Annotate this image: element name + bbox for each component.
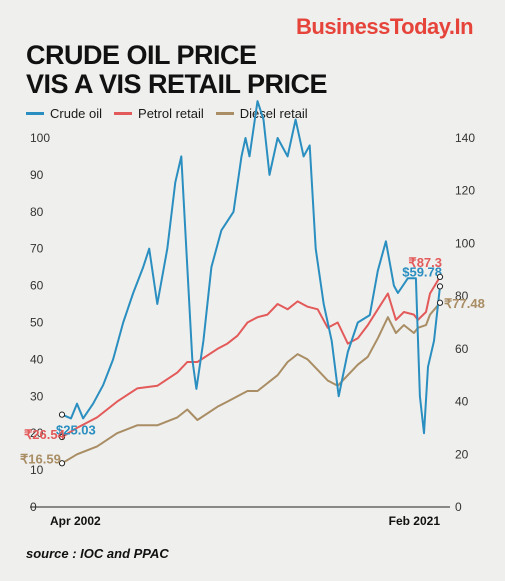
y-right-tick-label: 120: [455, 184, 475, 198]
y-right-tick-label: 140: [455, 131, 475, 145]
legend-label-crude: Crude oil: [50, 106, 103, 121]
y-left-tick-label: 0: [30, 500, 37, 514]
y-right-tick-label: 100: [455, 236, 475, 250]
y-right-tick-label: 20: [455, 447, 469, 461]
y-right-tick-label: 40: [455, 395, 469, 409]
source-note: source : IOC and PPAC: [26, 546, 169, 561]
legend-swatch-petrol: [114, 112, 133, 115]
series-line-petrol-retail: [61, 276, 441, 438]
data-label-start: ₹26.54: [24, 427, 66, 442]
y-right-tick-label: 80: [455, 289, 469, 303]
legend-item-crude: Crude oil: [26, 106, 102, 121]
legend-swatch-crude: [26, 112, 44, 115]
endpoint-marker-end: [436, 273, 444, 281]
x-axis-end-label: Feb 2021: [389, 514, 441, 528]
y-left-tick-label: 80: [30, 205, 44, 219]
y-left-tick-label: 60: [30, 279, 44, 293]
y-left-tick-label: 20: [30, 426, 44, 440]
y-left-tick-label: 90: [30, 168, 44, 182]
y-right-tick-label: 0: [455, 500, 462, 514]
legend-swatch-diesel: [215, 112, 234, 115]
y-left-tick-label: 30: [30, 389, 44, 403]
endpoint-marker-start: [58, 411, 66, 418]
series-line-diesel-retail: [61, 302, 441, 465]
y-left-tick-label: 100: [30, 131, 50, 145]
data-label-start: ₹16.59: [20, 451, 61, 466]
chart-title-line-1: CRUDE OIL PRICE: [26, 40, 257, 70]
data-label-end: ₹87.3: [408, 255, 442, 270]
data-label-start: $25.03: [56, 423, 96, 438]
y-right-tick-label: 60: [455, 342, 469, 356]
endpoint-marker-end: [436, 283, 444, 290]
x-axis-start-label: Apr 2002: [50, 514, 101, 528]
chart-title-line-2: VIS A VIS RETAIL PRICE: [26, 69, 328, 99]
legend-label-petrol: Petrol retail: [138, 106, 204, 121]
y-left-tick-label: 10: [30, 463, 44, 477]
y-left-tick-label: 50: [30, 316, 44, 330]
endpoint-marker-start: [58, 460, 66, 467]
data-label-end: $59.78: [402, 264, 442, 279]
endpoint-marker-end: [436, 299, 444, 306]
brand-logo: BusinessToday.In: [296, 14, 474, 39]
legend-item-petrol: Petrol retail: [114, 106, 204, 121]
y-left-tick-label: 70: [30, 242, 44, 256]
series-line-crude-oil: [61, 100, 441, 435]
y-left-tick-label: 40: [30, 352, 44, 366]
endpoint-marker-start: [58, 433, 66, 441]
data-label-end: ₹77.48: [444, 296, 485, 311]
